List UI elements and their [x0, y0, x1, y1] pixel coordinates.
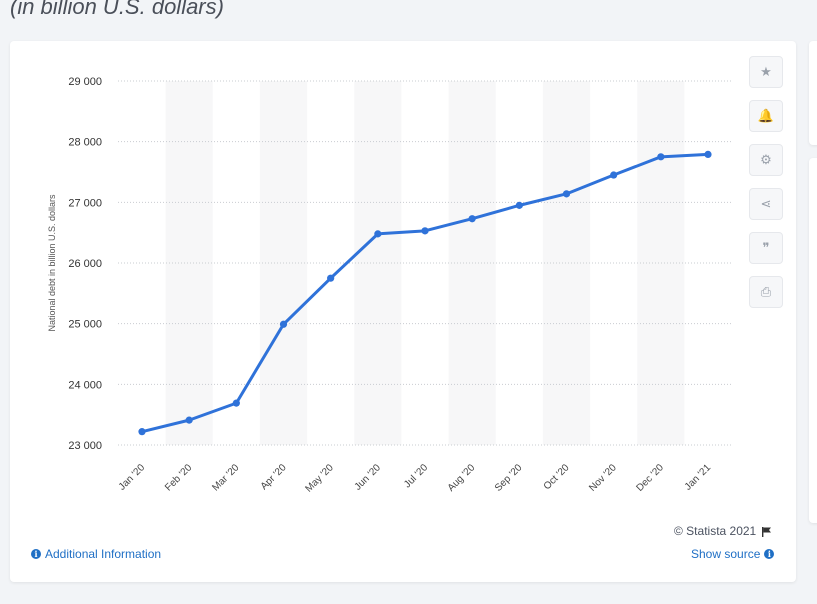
x-tick-label: Sep '20 [493, 462, 525, 494]
x-tick-label: Aug '20 [446, 462, 478, 494]
y-tick-label: 26 000 [68, 258, 102, 270]
quote-button[interactable]: ❞ [749, 232, 783, 264]
show-source-link[interactable]: Show source i [691, 547, 775, 561]
y-tick-label: 27 000 [68, 197, 102, 209]
additional-information-link[interactable]: i Additional Information [31, 547, 161, 561]
x-tick-label: Dec '20 [634, 462, 666, 494]
column-band [354, 81, 402, 445]
x-tick-label: Jan '21 [683, 462, 714, 493]
data-point [515, 201, 523, 209]
y-axis-label: National debt in billion U.S. dollars [47, 194, 57, 332]
x-tick-label: Jul '20 [402, 462, 430, 490]
x-tick-label: Jun '20 [353, 462, 384, 493]
y-tick-label: 25 000 [68, 319, 102, 331]
share-icon: ⋖ [760, 196, 772, 211]
quote-icon: ❞ [762, 240, 770, 255]
data-point [374, 230, 382, 238]
y-tick-label: 23 000 [68, 440, 102, 452]
x-tick-label: Nov '20 [587, 462, 619, 494]
copyright-text: © Statista 2021 [674, 524, 757, 538]
print-icon: ⎙ [760, 284, 772, 299]
series-line [140, 152, 710, 434]
bell-button[interactable]: 🔔 [749, 100, 783, 132]
data-point [704, 150, 712, 159]
data-point [610, 171, 618, 179]
share-button[interactable]: ⋖ [749, 188, 783, 220]
x-tick-label: Jan '20 [117, 462, 148, 493]
data-point [657, 153, 665, 161]
info-icon: i [31, 549, 41, 559]
gear-button[interactable]: ⚙ [749, 144, 783, 176]
y-tick-label: 28 000 [68, 137, 102, 149]
y-tick-label: 24 000 [68, 379, 102, 391]
data-point [327, 274, 335, 282]
chart-toolbar: ★ 🔔 ⚙ ⋖ ❞ ⎙ [749, 56, 783, 320]
data-point [421, 227, 429, 235]
x-tick-label: Mar '20 [210, 462, 241, 493]
info-icon: i [764, 549, 775, 559]
flag-icon[interactable] [761, 526, 772, 537]
side-panel-top [809, 41, 817, 145]
column-band [165, 81, 213, 445]
column-band [637, 81, 685, 445]
data-point [279, 320, 288, 328]
chart-subtitle: (in billion U.S. dollars) [10, 0, 224, 19]
side-panel-bottom [809, 158, 817, 523]
star-button[interactable]: ★ [749, 56, 783, 88]
print-button[interactable]: ⎙ [749, 276, 783, 308]
data-point [562, 190, 571, 198]
data-point [185, 416, 193, 424]
data-point [232, 399, 240, 407]
copyright: © Statista 2021 [674, 524, 772, 538]
gear-icon: ⚙ [760, 152, 772, 167]
x-tick-label: Oct '20 [542, 462, 572, 492]
y-tick-label: 29 000 [68, 76, 102, 88]
data-point [468, 215, 476, 223]
x-tick-label: May '20 [303, 462, 336, 495]
data-point [138, 428, 146, 436]
star-icon: ★ [760, 64, 772, 79]
x-tick-label: Feb '20 [163, 462, 194, 493]
x-tick-label: Apr '20 [259, 462, 289, 492]
bell-icon: 🔔 [757, 108, 775, 123]
show-source-label: Show source [691, 547, 761, 561]
additional-information-label: Additional Information [45, 547, 162, 561]
